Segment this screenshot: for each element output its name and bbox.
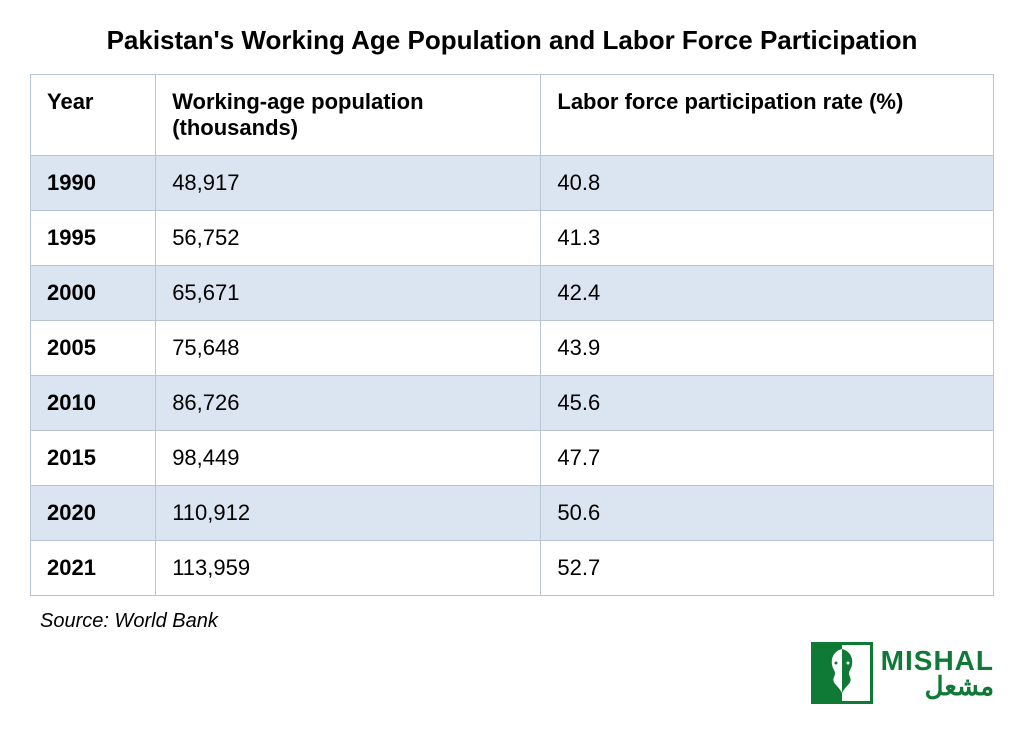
col-header-population: Working-age population (thousands) xyxy=(156,75,541,156)
data-table: Year Working-age population (thousands) … xyxy=(30,74,994,596)
col-header-rate: Labor force participation rate (%) xyxy=(541,75,994,156)
cell-rate: 41.3 xyxy=(541,211,994,266)
cell-year: 2000 xyxy=(31,266,156,321)
table-row: 2005 75,648 43.9 xyxy=(31,321,994,376)
cell-population: 98,449 xyxy=(156,431,541,486)
table-row: 1995 56,752 41.3 xyxy=(31,211,994,266)
cell-population: 113,959 xyxy=(156,541,541,596)
source-text: Source: World Bank xyxy=(40,610,994,633)
logo-text: MISHAL مشعل xyxy=(881,647,994,699)
col-header-year: Year xyxy=(31,75,156,156)
table-row: 2000 65,671 42.4 xyxy=(31,266,994,321)
cell-year: 2005 xyxy=(31,321,156,376)
table-row: 2020 110,912 50.6 xyxy=(31,486,994,541)
cell-year: 2015 xyxy=(31,431,156,486)
cell-population: 48,917 xyxy=(156,156,541,211)
page-title: Pakistan's Working Age Population and La… xyxy=(30,25,994,56)
cell-rate: 47.7 xyxy=(541,431,994,486)
cell-rate: 40.8 xyxy=(541,156,994,211)
table-row: 1990 48,917 40.8 xyxy=(31,156,994,211)
cell-population: 75,648 xyxy=(156,321,541,376)
cell-population: 65,671 xyxy=(156,266,541,321)
table-header-row: Year Working-age population (thousands) … xyxy=(31,75,994,156)
table-row: 2021 113,959 52.7 xyxy=(31,541,994,596)
cell-year: 1990 xyxy=(31,156,156,211)
cell-population: 86,726 xyxy=(156,376,541,431)
cell-population: 56,752 xyxy=(156,211,541,266)
cell-population: 110,912 xyxy=(156,486,541,541)
cell-rate: 43.9 xyxy=(541,321,994,376)
logo-text-urdu: مشعل xyxy=(881,673,994,699)
table-row: 2010 86,726 45.6 xyxy=(31,376,994,431)
cell-year: 2020 xyxy=(31,486,156,541)
cell-rate: 45.6 xyxy=(541,376,994,431)
logo-icon xyxy=(811,642,873,704)
brand-logo: MISHAL مشعل xyxy=(811,642,994,704)
cell-rate: 42.4 xyxy=(541,266,994,321)
cell-rate: 52.7 xyxy=(541,541,994,596)
cell-year: 2021 xyxy=(31,541,156,596)
cell-year: 2010 xyxy=(31,376,156,431)
cell-rate: 50.6 xyxy=(541,486,994,541)
table-row: 2015 98,449 47.7 xyxy=(31,431,994,486)
face-profile-icon xyxy=(814,645,870,701)
cell-year: 1995 xyxy=(31,211,156,266)
